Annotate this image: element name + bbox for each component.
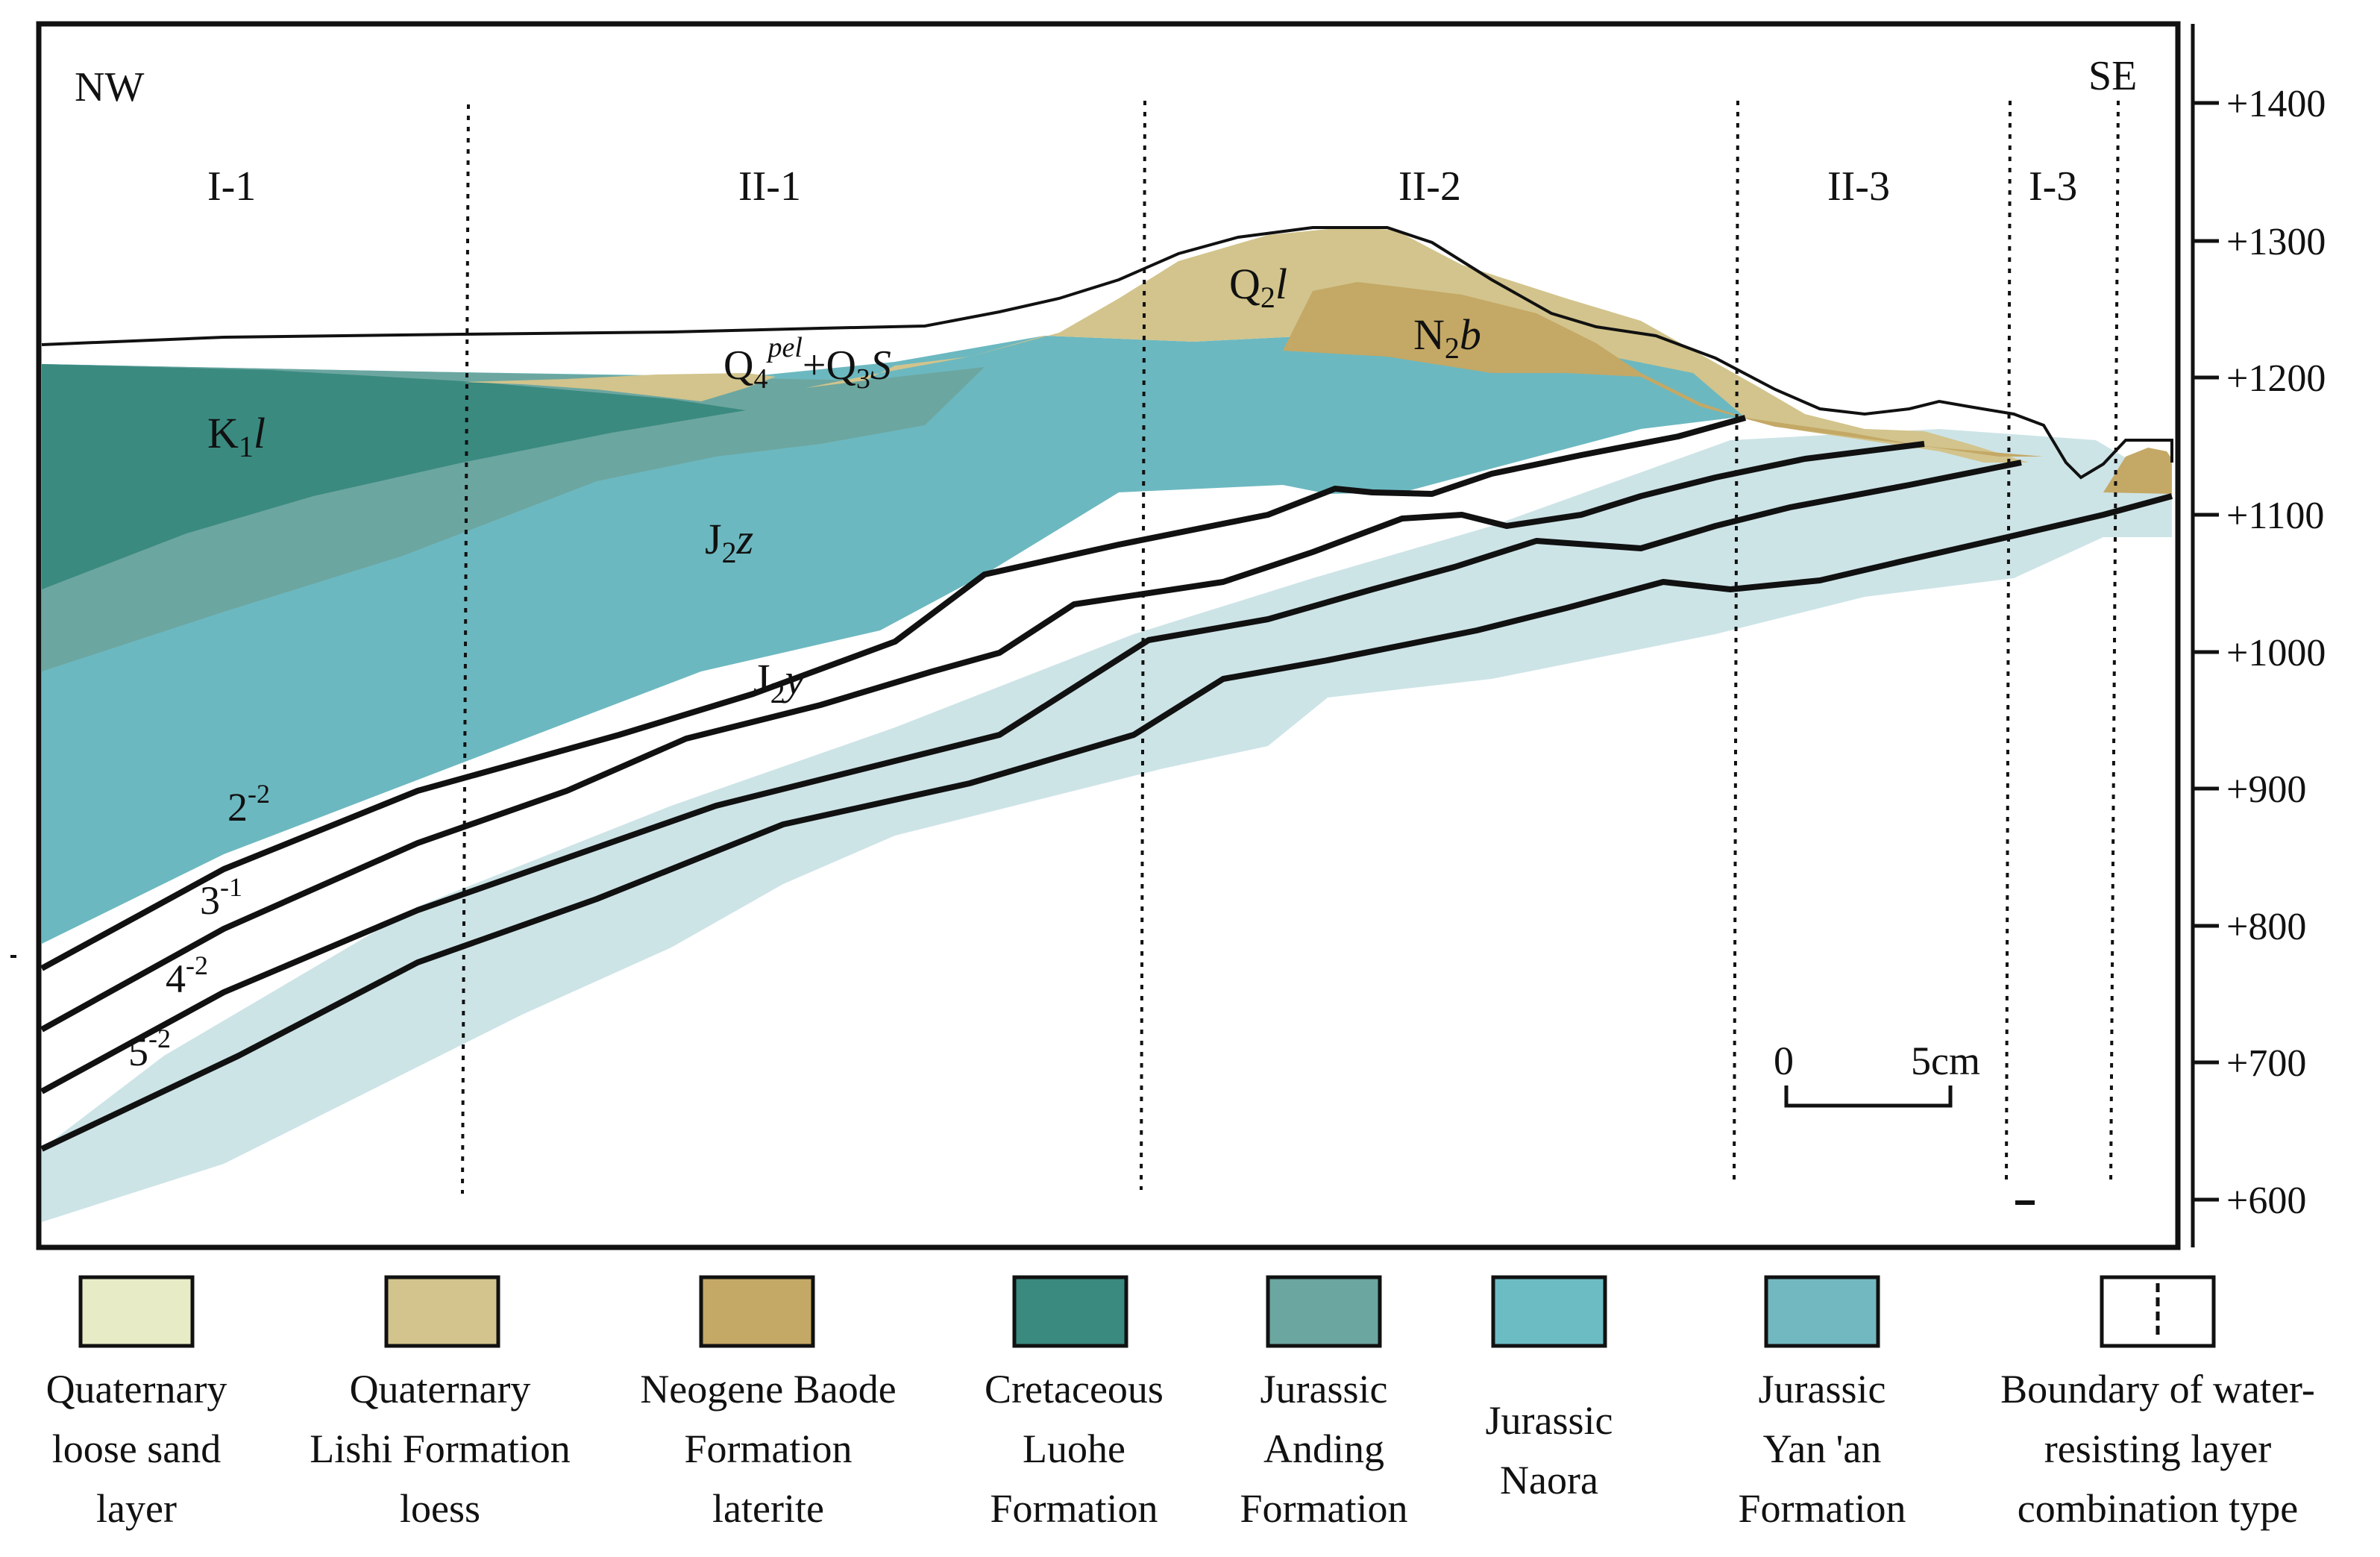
zone-boundary-5 — [2109, 100, 2120, 1187]
legend-swatch-yanan — [1764, 1275, 1880, 1348]
legend-label-yanan: Jurassic Yan 'an Formation — [1739, 1367, 1906, 1531]
axis-label-1100: +1100 — [2226, 495, 2324, 537]
legend-swatch-baode-laterite — [699, 1275, 815, 1348]
label-k1l: K1l — [207, 409, 266, 463]
coal-seam-5-2 — [40, 493, 2173, 1152]
scale-bar: 0 5cm — [1774, 1038, 1980, 1108]
axis-label-700: +700 — [2226, 1042, 2306, 1085]
yanan-formation-body — [42, 429, 2172, 1222]
coal-seam-3-1 — [40, 441, 1925, 1033]
legend-label-lishi-loess: Quaternary Lishi Formation loess — [310, 1367, 571, 1531]
legend-swatch-anding — [1266, 1275, 1382, 1348]
luohe-formation-body — [42, 364, 746, 589]
label-q4-q3: Q4pel+Q3S — [723, 332, 891, 395]
zone-boundary-4 — [2005, 100, 2012, 1187]
coal-seam-2-2 — [40, 415, 1747, 971]
legend-swatch-lishi-loess — [384, 1275, 500, 1348]
legend-swatch-loose-sand — [78, 1275, 195, 1348]
coal-seam-label-2-2: 2-2 — [227, 779, 270, 830]
direction-se: SE — [2088, 53, 2137, 99]
zone-label-ii1: II-1 — [738, 163, 801, 210]
label-j2z: J2z — [705, 515, 753, 569]
legend-label-boundary: Boundary of water-resisting layer combina… — [2000, 1367, 2315, 1531]
coal-seam-label-4-2: 4-2 — [166, 950, 208, 1001]
zone-boundaries — [461, 100, 2120, 1194]
axis-label-800: +800 — [2226, 906, 2306, 948]
scale-bar-line — [1784, 1085, 1953, 1108]
legend-label-luohe: Cretaceous Luohe Formation — [985, 1367, 1164, 1531]
legend-label-baode-laterite: Neogene Baode Formation laterite — [640, 1367, 896, 1531]
coal-seam-lines — [40, 415, 2173, 1152]
zone-boundary-2 — [1140, 100, 1146, 1191]
legend-swatch-luohe — [1012, 1275, 1128, 1348]
baode-laterite-right — [2103, 448, 2172, 494]
lishi-loess-body — [462, 373, 776, 401]
coal-seam-label-3-1: 3-1 — [200, 872, 242, 923]
scale-bar-end: 5cm — [1911, 1038, 1980, 1083]
ground-surface-line — [41, 226, 2173, 480]
legend-swatch-naora — [1491, 1275, 1607, 1348]
coal-seam-4-2 — [40, 460, 2022, 1094]
axis-label-1000: +1000 — [2226, 632, 2326, 674]
coal-seam-label-5-2: 5-2 — [128, 1024, 171, 1074]
axis-label-1400: +1400 — [2226, 83, 2326, 125]
elevation-axis: +1400 +1300 +1200 +1100 +1000 +900 +800 … — [2191, 24, 2326, 1247]
axis-label-1300: +1300 — [2226, 221, 2326, 263]
zone-label-i1: I-1 — [207, 163, 256, 210]
zone-boundary-3 — [1733, 100, 1739, 1187]
axis-label-600: +600 — [2226, 1180, 2306, 1222]
axis-label-900: +900 — [2226, 768, 2306, 811]
legend: Quaternary loose sand layer Quaternary Lish… — [46, 1275, 2315, 1531]
zone-label-ii2: II-2 — [1398, 163, 1461, 210]
baode-laterite-body — [1283, 282, 2044, 457]
direction-nw: NW — [75, 64, 144, 110]
zone-label-ii3: II-3 — [1827, 163, 1890, 210]
zone-label-i3: I-3 — [2029, 163, 2077, 210]
legend-label-anding: Jurassic Anding Formation — [1240, 1367, 1408, 1531]
legend-label-naora: Jurassic Naora — [1486, 1398, 1613, 1503]
legend-label-loose-sand: Quaternary loose sand layer — [46, 1367, 227, 1531]
label-q2l: Q2l — [1229, 260, 1287, 314]
label-j2y: J2y — [753, 655, 805, 709]
axis-label-1200: +1200 — [2226, 357, 2326, 400]
zone-boundary-1 — [461, 104, 470, 1194]
scale-bar-start: 0 — [1774, 1038, 1794, 1083]
label-n2b: N2b — [1413, 310, 1481, 365]
section-frame — [36, 21, 2181, 1250]
